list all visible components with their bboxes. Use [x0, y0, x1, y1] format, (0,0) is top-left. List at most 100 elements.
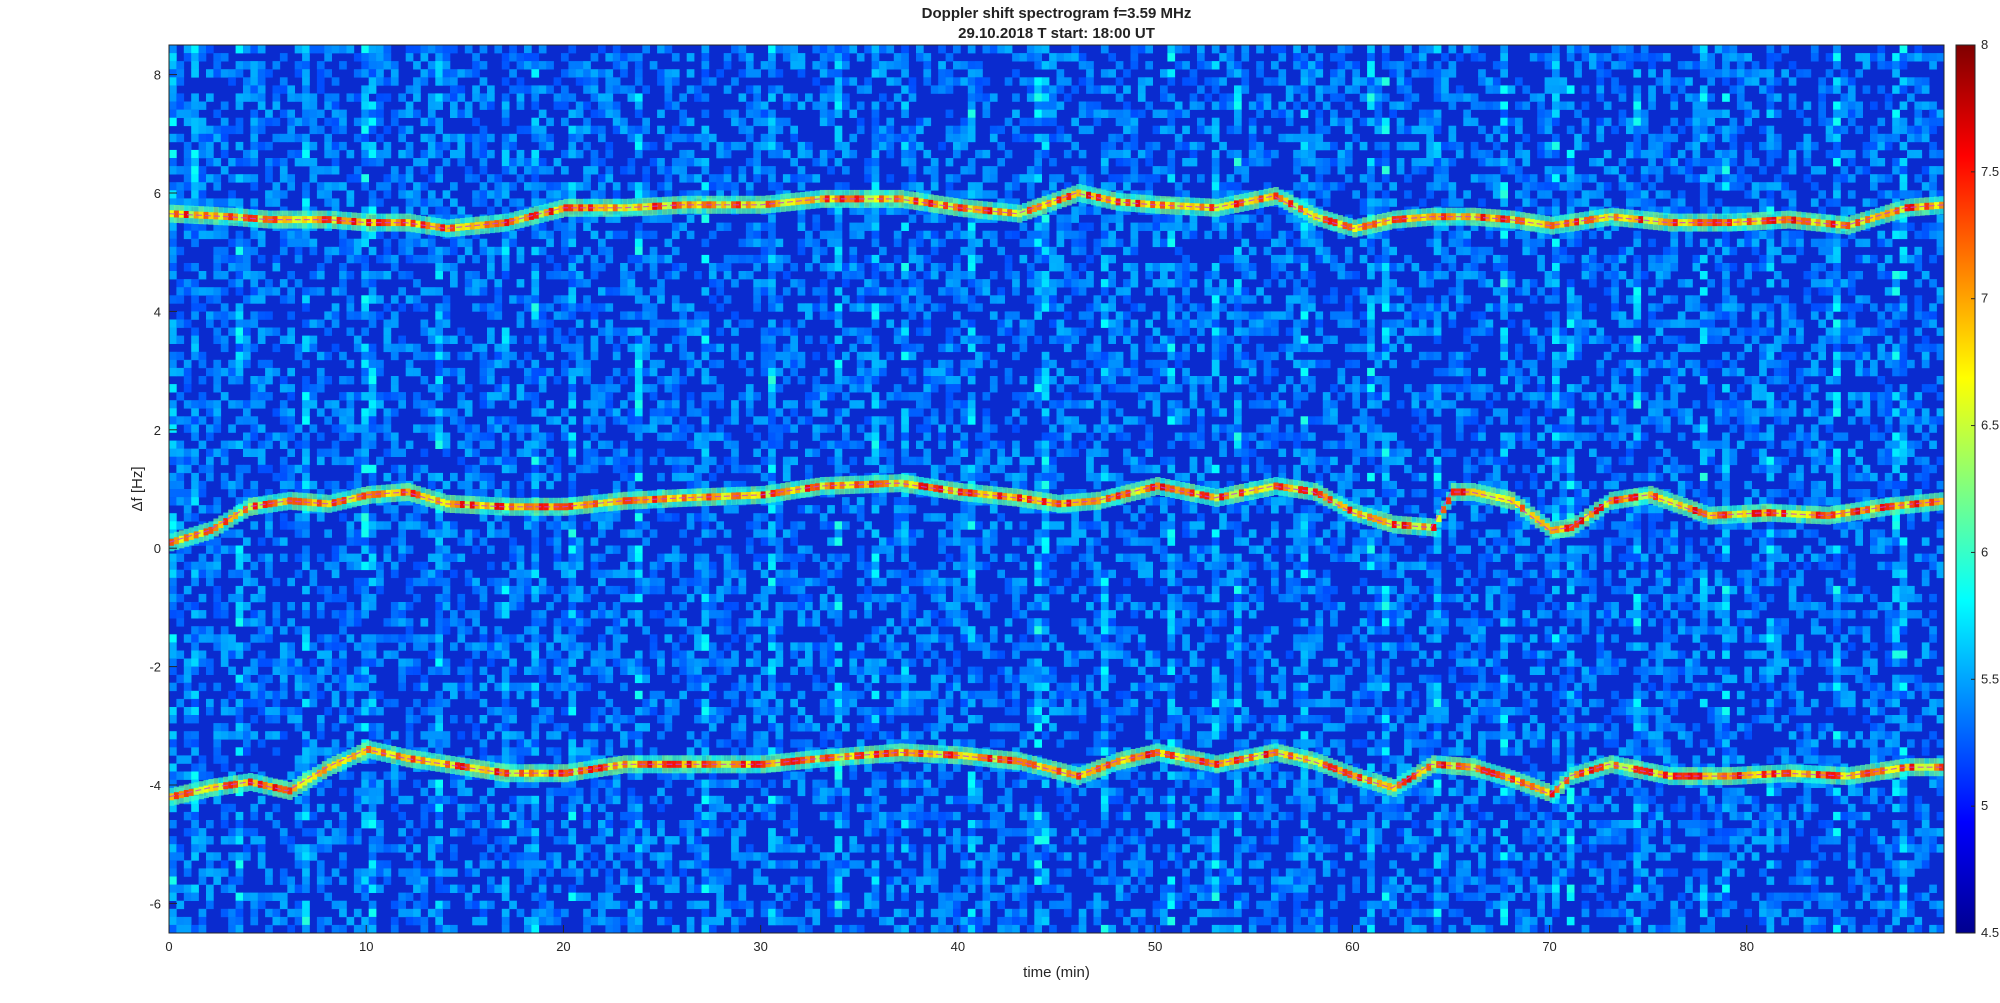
noise-cell	[183, 279, 192, 288]
noise-cell	[435, 787, 443, 797]
noise-cell	[723, 642, 732, 651]
noise-cell	[331, 739, 340, 748]
noise-cell	[524, 448, 532, 457]
noise-cell	[790, 158, 798, 167]
noise-cell	[694, 271, 702, 280]
noise-cell	[701, 400, 710, 409]
noise-cell	[575, 537, 584, 546]
noise-cell	[731, 852, 739, 861]
noise-cell	[553, 77, 562, 86]
noise-cell	[671, 561, 680, 571]
noise-cell	[561, 335, 569, 344]
noise-cell	[538, 311, 547, 320]
noise-cell	[627, 820, 636, 829]
noise-cell	[745, 642, 754, 651]
noise-cell	[590, 916, 599, 926]
noise-cell	[509, 400, 517, 409]
noise-cell	[509, 707, 517, 716]
noise-cell	[287, 836, 295, 845]
noise-cell	[553, 682, 562, 692]
noise-cell	[842, 432, 850, 441]
noise-cell	[472, 93, 480, 102]
noise-cell	[169, 634, 177, 643]
noise-cell	[634, 384, 643, 393]
noise-cell	[590, 666, 599, 675]
noise-cell	[427, 844, 436, 853]
noise-cell	[435, 384, 443, 393]
noise-cell	[538, 707, 547, 716]
noise-cell	[501, 666, 510, 675]
noise-cell	[376, 400, 384, 409]
noise-cell	[501, 456, 510, 466]
noise-cell	[487, 707, 495, 716]
noise-cell	[265, 690, 273, 700]
noise-cell	[413, 279, 421, 288]
noise-cell	[479, 795, 488, 805]
noise-cell	[649, 747, 658, 756]
noise-cell	[501, 723, 510, 732]
noise-cell	[501, 149, 510, 159]
noise-cell	[191, 472, 199, 482]
noise-cell	[531, 844, 540, 853]
noise-cell	[435, 537, 443, 546]
noise-cell	[509, 424, 517, 433]
noise-cell	[686, 521, 695, 530]
noise-cell	[368, 924, 377, 934]
noise-cell	[568, 222, 577, 231]
noise-cell	[745, 690, 754, 700]
noise-cell	[819, 295, 828, 304]
noise-cell	[257, 626, 266, 635]
noise-cell	[442, 351, 451, 361]
noise-cell	[213, 731, 222, 740]
noise-cell	[657, 690, 665, 700]
noise-cell	[561, 820, 569, 829]
noise-cell	[575, 279, 584, 288]
noise-cell	[723, 222, 732, 231]
noise-cell	[842, 45, 850, 54]
noise-cell	[228, 279, 236, 288]
noise-cell	[235, 158, 244, 167]
noise-cell	[516, 779, 525, 788]
noise-cell	[568, 254, 577, 264]
noise-cell	[723, 820, 732, 829]
noise-cell	[228, 376, 236, 385]
noise-cell	[302, 828, 310, 837]
noise-cell	[324, 844, 332, 853]
noise-cell	[383, 149, 392, 159]
noise-cell	[753, 852, 761, 861]
noise-cell	[228, 569, 236, 579]
noise-cell	[671, 884, 680, 893]
noise-cell	[701, 739, 710, 748]
noise-cell	[479, 739, 488, 748]
noise-cell	[442, 408, 451, 417]
noise-cell	[265, 311, 273, 320]
chart-title-block: Doppler shift spectrogram f=3.59 MHz 29.…	[169, 4, 1944, 44]
noise-cell	[220, 343, 229, 353]
noise-cell	[479, 182, 488, 191]
noise-cell	[590, 868, 599, 877]
noise-cell	[405, 45, 414, 54]
noise-cell	[198, 634, 207, 643]
noise-cell	[324, 561, 332, 571]
noise-cell	[361, 561, 369, 571]
noise-cell	[361, 141, 369, 151]
noise-cell	[664, 916, 673, 926]
noise-cell	[435, 739, 443, 748]
noise-cell	[457, 731, 466, 740]
noise-cell	[745, 844, 754, 853]
noise-cell	[612, 384, 621, 393]
noise-cell	[279, 416, 288, 425]
noise-cell	[842, 53, 850, 62]
noise-cell	[590, 650, 599, 659]
noise-cell	[686, 472, 695, 482]
noise-cell	[220, 125, 229, 135]
noise-cell	[797, 182, 806, 191]
noise-cell	[250, 392, 259, 401]
noise-cell	[361, 254, 369, 264]
noise-cell	[849, 771, 858, 780]
noise-cell	[361, 658, 369, 667]
noise-cell	[294, 884, 303, 893]
noise-cell	[827, 45, 835, 54]
noise-cell	[834, 303, 843, 312]
noise-cell	[716, 149, 724, 159]
